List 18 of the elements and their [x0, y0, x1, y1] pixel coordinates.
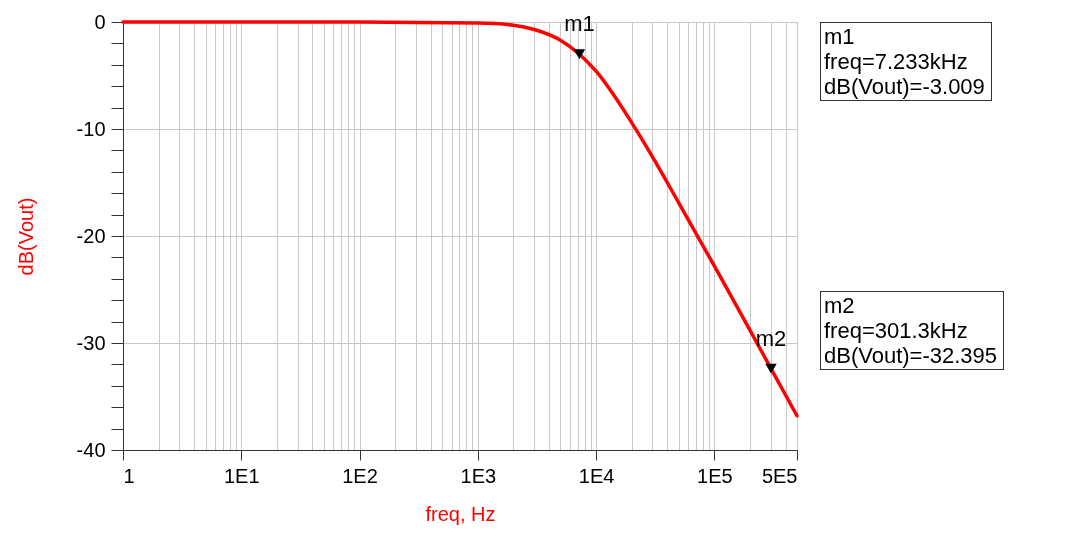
text: m2 freq=301.3kHz dB(Vout)=-32.395 [820, 291, 1005, 370]
y-axis-title: dB(Vout) [14, 197, 37, 276]
y-tick-label: 0 [94, 10, 106, 33]
text: m1 freq=7.233kHz dB(Vout)=-3.009 [820, 22, 992, 101]
x-tick-label: 1E3 [460, 464, 497, 487]
x-tick-label: 1E1 [223, 464, 260, 487]
annotation: m2 [755, 325, 787, 351]
y-tick-label: -30 [76, 331, 106, 354]
x-tick-label: 5E5 [761, 464, 798, 487]
y-tick-label: -20 [76, 224, 106, 247]
x-tick-label: 1E4 [578, 464, 615, 487]
y-tick-label: -10 [76, 117, 106, 140]
y-tick-label: -40 [76, 438, 106, 461]
x-tick-label: 1E5 [697, 464, 733, 487]
annotation: m1 [564, 11, 595, 37]
x-tick-label: 1 [123, 464, 135, 487]
x-tick-label: 1E2 [342, 464, 378, 487]
x-axis-title: freq, Hz [425, 502, 496, 525]
